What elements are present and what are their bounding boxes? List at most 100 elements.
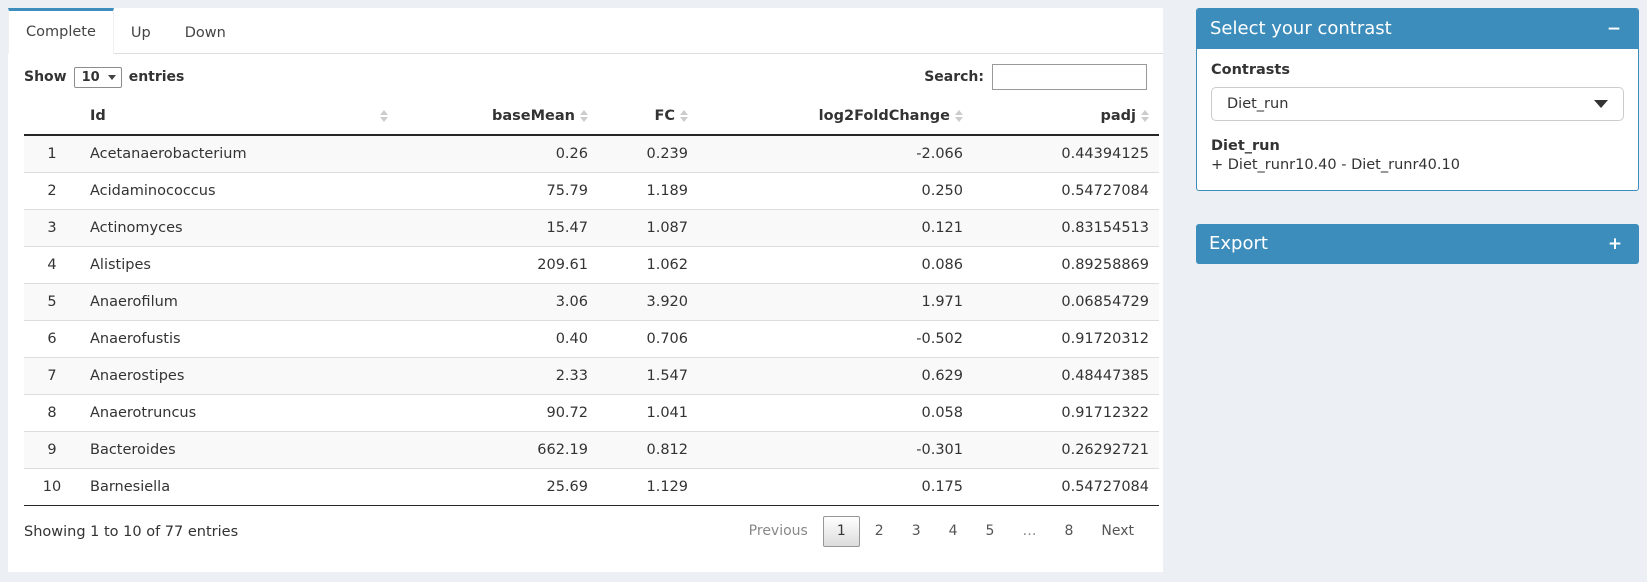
cell-log2fc: 0.086	[921, 257, 963, 273]
cell-fc: 0.812	[646, 442, 688, 458]
contrast-select[interactable]: Diet_run	[1211, 87, 1624, 121]
contrast-detail-formula: + Diet_runr10.40 - Diet_runr40.10	[1211, 157, 1460, 173]
page-length-control: Show 10 entries	[24, 66, 184, 88]
dropdown-caret-icon	[107, 74, 116, 80]
sidebar-column: Select your contrast − Contrasts Diet_ru…	[1196, 8, 1639, 264]
cell-basemean: 15.47	[546, 220, 588, 236]
export-box-header[interactable]: Export +	[1196, 224, 1639, 264]
cell-basemean: 209.61	[537, 257, 588, 273]
table-row[interactable]: 5 Anaerofilum 3.06 3.920 1.971 0.0685472…	[24, 283, 1159, 321]
expand-plus-icon[interactable]: +	[1607, 234, 1623, 254]
table-row[interactable]: 2 Acidaminococcus 75.79 1.189 0.250 0.54…	[24, 172, 1159, 210]
cell-rownum: 3	[47, 220, 57, 236]
column-header-log2foldchange[interactable]: log2FoldChange	[698, 98, 973, 136]
cell-fc: 1.189	[646, 183, 688, 199]
pagination-page-2-button[interactable]: 2	[874, 523, 884, 539]
tab-complete[interactable]: Complete	[8, 8, 114, 54]
cell-rownum: 7	[47, 368, 57, 384]
cell-basemean: 662.19	[537, 442, 588, 458]
cell-padj: 0.48447385	[1061, 368, 1149, 384]
contrast-box-body: Contrasts Diet_run Diet_run + Diet_runr1…	[1197, 49, 1638, 190]
cell-id: Actinomyces	[90, 220, 183, 236]
sort-icon	[1141, 106, 1149, 126]
sort-icon	[380, 106, 388, 126]
cell-log2fc: -2.066	[916, 146, 963, 162]
cell-basemean: 0.26	[555, 146, 588, 162]
cell-padj: 0.54727084	[1061, 479, 1149, 495]
pagination-next-button[interactable]: Next	[1101, 523, 1134, 539]
column-header-padj[interactable]: padj	[973, 98, 1159, 136]
table-row[interactable]: 4 Alistipes 209.61 1.062 0.086 0.8925886…	[24, 246, 1159, 284]
cell-rownum: 2	[47, 183, 57, 199]
cell-fc: 0.706	[646, 331, 688, 347]
tab-content-complete: Show 10 entries Search:	[8, 54, 1163, 572]
cell-basemean: 25.69	[546, 479, 588, 495]
pagination-previous-button[interactable]: Previous	[748, 523, 808, 539]
table-info: Showing 1 to 10 of 77 entries	[24, 523, 239, 540]
pagination-page-4-button[interactable]: 4	[948, 523, 958, 539]
cell-rownum: 5	[47, 294, 57, 310]
table-footer: Showing 1 to 10 of 77 entries Previous 1…	[24, 506, 1147, 547]
tab-up[interactable]: Up	[130, 24, 151, 41]
export-box: Export +	[1196, 224, 1639, 264]
cell-id: Anaerofilum	[90, 294, 178, 310]
column-header-basemean[interactable]: baseMean	[398, 98, 598, 136]
table-row[interactable]: 6 Anaerofustis 0.40 0.706 -0.502 0.91720…	[24, 320, 1159, 358]
cell-padj: 0.26292721	[1061, 442, 1149, 458]
cell-rownum: 8	[47, 405, 57, 421]
cell-log2fc: 0.250	[921, 183, 963, 199]
column-header-id[interactable]: Id	[80, 98, 398, 136]
cell-rownum: 6	[47, 331, 57, 347]
page-length-select[interactable]: 10	[73, 66, 122, 88]
search-control: Search:	[924, 64, 1147, 90]
sort-icon	[955, 106, 963, 126]
cell-padj: 0.06854729	[1061, 294, 1149, 310]
cell-log2fc: 0.058	[921, 405, 963, 421]
column-header-fc[interactable]: FC	[598, 98, 698, 136]
table-row[interactable]: 1 Acetanaerobacterium 0.26 0.239 -2.066 …	[24, 135, 1159, 173]
cell-log2fc: -0.301	[916, 442, 963, 458]
pagination-page-5-button[interactable]: 5	[985, 523, 995, 539]
cell-id: Anaerotruncus	[90, 405, 197, 421]
cell-rownum: 1	[47, 146, 57, 162]
cell-log2fc: 0.175	[921, 479, 963, 495]
pagination-page-3-button[interactable]: 3	[911, 523, 921, 539]
column-label: FC	[654, 108, 675, 124]
table-row[interactable]: 10 Barnesiella 25.69 1.129 0.175 0.54727…	[24, 468, 1159, 506]
cell-rownum: 4	[47, 257, 57, 273]
search-label: Search:	[924, 69, 984, 85]
cell-fc: 1.041	[646, 405, 688, 421]
tab-down[interactable]: Down	[184, 24, 226, 41]
cell-basemean: 75.79	[546, 183, 588, 199]
pagination: Previous 1 2 3 4 5 … 8 Next	[734, 516, 1147, 547]
table-row[interactable]: 9 Bacteroides 662.19 0.812 -0.301 0.2629…	[24, 431, 1159, 469]
table-row[interactable]: 3 Actinomyces 15.47 1.087 0.121 0.831545…	[24, 209, 1159, 247]
results-tab-box: Complete Up Down Show 10 entries Search:	[8, 8, 1163, 572]
pagination-ellipsis: …	[1022, 523, 1037, 539]
pagination-page-8-button[interactable]: 8	[1064, 523, 1074, 539]
contrasts-label: Contrasts	[1211, 62, 1290, 78]
cell-log2fc: 1.971	[921, 294, 963, 310]
contrast-select-value: Diet_run	[1227, 96, 1289, 112]
collapse-minus-icon[interactable]: −	[1606, 19, 1622, 39]
cell-padj: 0.91720312	[1061, 331, 1149, 347]
cell-id: Alistipes	[90, 257, 151, 273]
cell-basemean: 0.40	[555, 331, 588, 347]
search-input[interactable]	[992, 64, 1147, 90]
page-length-value: 10	[81, 69, 100, 85]
cell-id: Acetanaerobacterium	[90, 146, 247, 162]
table-row[interactable]: 7 Anaerostipes 2.33 1.547 0.629 0.484473…	[24, 357, 1159, 395]
cell-fc: 3.920	[646, 294, 688, 310]
cell-fc: 1.062	[646, 257, 688, 273]
cell-fc: 1.129	[646, 479, 688, 495]
table-controls: Show 10 entries Search:	[24, 64, 1147, 90]
table-row[interactable]: 8 Anaerotruncus 90.72 1.041 0.058 0.9171…	[24, 394, 1159, 432]
cell-padj: 0.91712322	[1061, 405, 1149, 421]
column-label: padj	[1100, 108, 1136, 124]
contrast-box-header[interactable]: Select your contrast −	[1197, 9, 1638, 49]
pagination-page-1-button[interactable]: 1	[822, 516, 860, 547]
cell-rownum: 9	[47, 442, 57, 458]
cell-basemean: 90.72	[546, 405, 588, 421]
cell-id: Anaerostipes	[90, 368, 185, 384]
